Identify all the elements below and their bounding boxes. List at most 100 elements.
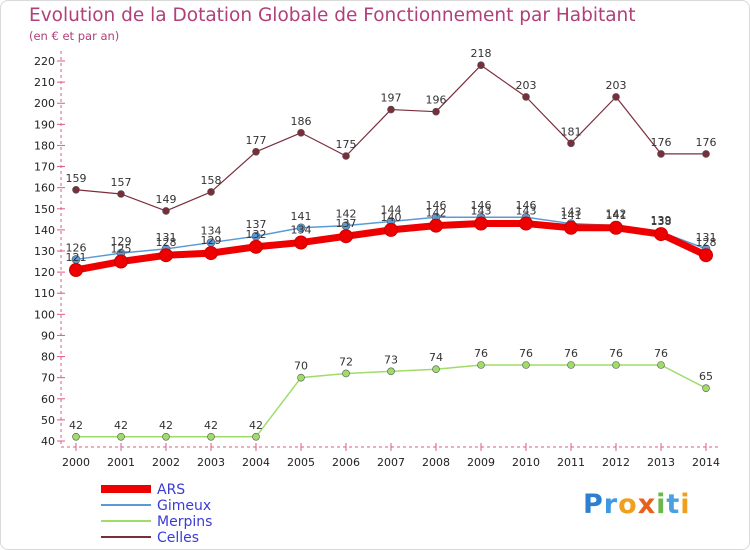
data-label-merpins: 42 bbox=[69, 419, 83, 432]
legend-label-ars: ARS bbox=[157, 482, 185, 498]
data-point-celles bbox=[72, 185, 80, 194]
y-tick-label: 40 bbox=[41, 435, 55, 448]
data-point-merpins bbox=[432, 365, 440, 374]
proxiti-logo: Proxiti bbox=[583, 489, 691, 520]
y-tick-label: 60 bbox=[41, 393, 55, 406]
y-tick-label: 130 bbox=[34, 245, 55, 258]
data-label-celles: 176 bbox=[651, 136, 672, 149]
logo-letter: x bbox=[637, 489, 657, 520]
x-tick-label: 2002 bbox=[152, 456, 180, 469]
logo-letter: r bbox=[603, 489, 619, 520]
data-point-merpins bbox=[252, 432, 260, 441]
x-tick-label: 2011 bbox=[557, 456, 585, 469]
x-tick-label: 2005 bbox=[287, 456, 315, 469]
data-label-gimeux: 143 bbox=[561, 206, 582, 219]
logo-letter: P bbox=[583, 489, 604, 520]
chart-title: Evolution de la Dotation Globale de Fonc… bbox=[29, 5, 636, 26]
data-point-ars bbox=[699, 248, 713, 263]
y-tick-label: 140 bbox=[34, 224, 55, 237]
data-point-celles bbox=[432, 107, 440, 116]
x-tick-label: 2007 bbox=[377, 456, 405, 469]
data-label-celles: 149 bbox=[156, 193, 177, 206]
data-label-merpins: 76 bbox=[564, 347, 578, 360]
data-label-gimeux: 146 bbox=[471, 199, 492, 212]
legend-label-celles: Celles bbox=[157, 530, 199, 546]
y-tick-label: 90 bbox=[41, 329, 55, 342]
data-label-merpins: 76 bbox=[654, 347, 668, 360]
data-label-merpins: 42 bbox=[114, 419, 128, 432]
data-label-ars: 129 bbox=[201, 234, 222, 247]
data-label-merpins: 73 bbox=[384, 353, 398, 366]
data-label-celles: 196 bbox=[426, 94, 447, 107]
x-tick-label: 2009 bbox=[467, 456, 495, 469]
data-label-ars: 141 bbox=[606, 209, 627, 222]
data-point-ars bbox=[69, 263, 83, 277]
legend-label-gimeux: Gimeux bbox=[157, 498, 211, 514]
data-label-gimeux: 144 bbox=[381, 203, 402, 216]
data-point-ars bbox=[204, 246, 218, 261]
data-label-celles: 218 bbox=[471, 47, 492, 60]
y-tick-label: 160 bbox=[34, 182, 55, 195]
data-point-celles bbox=[387, 105, 395, 114]
data-label-gimeux: 131 bbox=[156, 231, 177, 244]
data-point-celles bbox=[207, 188, 215, 196]
data-point-celles bbox=[342, 152, 350, 160]
data-label-celles: 203 bbox=[516, 79, 537, 92]
data-point-merpins bbox=[612, 361, 620, 369]
data-point-gimeux bbox=[296, 223, 306, 233]
y-tick-label: 100 bbox=[34, 308, 55, 321]
data-point-merpins bbox=[207, 432, 215, 441]
data-point-merpins bbox=[657, 361, 665, 369]
y-tick-label: 150 bbox=[34, 203, 55, 216]
data-point-ars bbox=[159, 248, 173, 263]
data-point-celles bbox=[117, 190, 125, 198]
data-label-gimeux: 146 bbox=[516, 199, 537, 212]
data-label-celles: 177 bbox=[246, 134, 267, 147]
data-point-ars bbox=[294, 235, 308, 250]
data-point-merpins bbox=[117, 432, 125, 441]
y-tick-label: 180 bbox=[34, 139, 55, 152]
data-label-merpins: 42 bbox=[204, 419, 218, 432]
data-label-merpins: 76 bbox=[609, 347, 623, 360]
logo-letter: i bbox=[656, 489, 667, 520]
x-tick-label: 2014 bbox=[692, 456, 720, 469]
data-point-merpins bbox=[702, 384, 710, 393]
data-point-ars bbox=[474, 216, 488, 231]
x-tick-label: 2001 bbox=[107, 456, 135, 469]
data-point-celles bbox=[477, 61, 485, 70]
data-point-ars bbox=[384, 222, 398, 237]
y-tick-label: 220 bbox=[34, 55, 55, 68]
data-label-merpins: 76 bbox=[474, 347, 488, 360]
x-tick-label: 2012 bbox=[602, 456, 630, 469]
data-label-ars: 128 bbox=[696, 236, 717, 249]
data-label-gimeux: 142 bbox=[336, 208, 357, 221]
data-label-ars: 128 bbox=[156, 236, 177, 249]
y-tick-label: 80 bbox=[41, 351, 55, 364]
data-point-celles bbox=[567, 139, 575, 148]
data-label-gimeux: 134 bbox=[201, 225, 222, 238]
data-label-celles: 181 bbox=[561, 125, 582, 138]
data-label-gimeux: 137 bbox=[246, 218, 267, 231]
data-point-merpins bbox=[342, 369, 350, 378]
data-label-ars: 141 bbox=[561, 209, 582, 222]
data-point-merpins bbox=[72, 432, 80, 441]
data-label-ars: 138 bbox=[651, 215, 672, 228]
y-tick-label: 110 bbox=[34, 287, 55, 300]
y-tick-label: 190 bbox=[34, 118, 55, 131]
data-label-celles: 176 bbox=[696, 136, 717, 149]
data-label-merpins: 76 bbox=[519, 347, 533, 360]
data-label-ars: 137 bbox=[336, 217, 357, 230]
data-point-celles bbox=[297, 128, 305, 137]
y-tick-label: 120 bbox=[34, 266, 55, 279]
data-label-celles: 157 bbox=[111, 176, 132, 189]
x-tick-label: 2003 bbox=[197, 456, 225, 469]
data-label-ars: 140 bbox=[381, 211, 402, 224]
data-point-merpins bbox=[162, 432, 170, 441]
data-label-gimeux: 129 bbox=[111, 235, 132, 248]
data-label-ars: 143 bbox=[471, 205, 492, 218]
data-point-ars bbox=[339, 229, 353, 244]
data-point-celles bbox=[522, 93, 530, 101]
data-label-celles: 159 bbox=[66, 172, 87, 185]
data-point-ars bbox=[609, 220, 623, 235]
